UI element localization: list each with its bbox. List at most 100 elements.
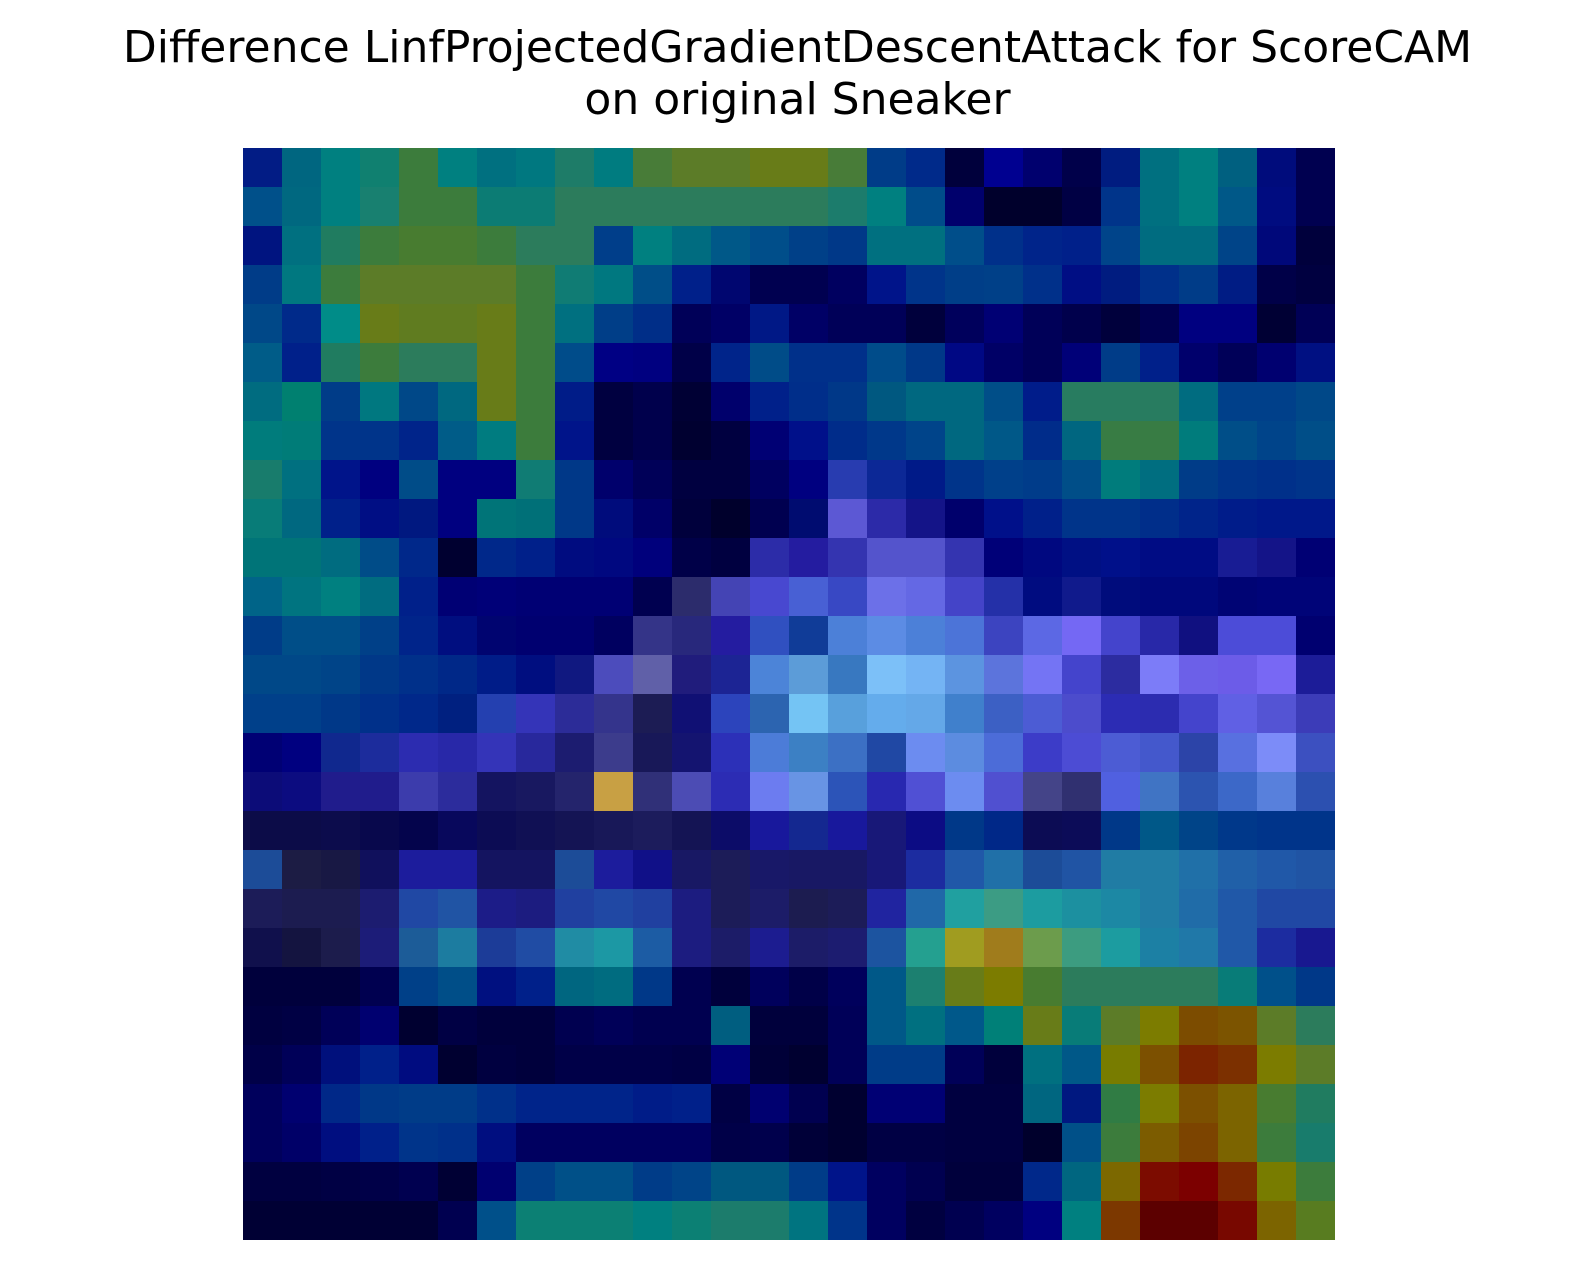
heatmap-cell	[711, 460, 751, 500]
heatmap-cell	[594, 850, 634, 890]
heatmap-cell	[243, 304, 283, 344]
heatmap-cell	[1179, 1201, 1219, 1240]
heatmap-cell	[1179, 538, 1219, 578]
heatmap-cell	[1140, 421, 1180, 461]
heatmap-cell	[633, 811, 673, 851]
heatmap-cell	[1062, 460, 1102, 500]
heatmap-cell	[672, 616, 712, 656]
heatmap-cell	[789, 187, 829, 227]
heatmap-cell	[321, 1162, 361, 1202]
heatmap-cell	[477, 889, 517, 929]
heatmap-cell	[1296, 1123, 1335, 1163]
heatmap-cell	[1218, 928, 1258, 968]
heatmap-cell	[516, 1123, 556, 1163]
heatmap-cell	[282, 538, 322, 578]
heatmap-cell	[399, 1084, 439, 1124]
heatmap-cell	[399, 460, 439, 500]
heatmap-cell	[243, 928, 283, 968]
heatmap-cell	[633, 1084, 673, 1124]
heatmap-cell	[477, 499, 517, 539]
heatmap-cell	[477, 1162, 517, 1202]
heatmap-cell	[399, 382, 439, 422]
heatmap-cell	[633, 226, 673, 266]
heatmap-cell	[1140, 1084, 1180, 1124]
heatmap-cell	[828, 811, 868, 851]
heatmap-cell	[1179, 1162, 1219, 1202]
heatmap-cell	[1101, 421, 1141, 461]
heatmap-cell	[1257, 928, 1297, 968]
heatmap-cell	[1296, 889, 1335, 929]
heatmap-cell	[672, 148, 712, 188]
heatmap-cell	[360, 772, 400, 812]
heatmap-cell	[321, 499, 361, 539]
heatmap-cell	[867, 694, 907, 734]
heatmap-cell	[1101, 1162, 1141, 1202]
heatmap-cell	[750, 733, 790, 773]
heatmap-cell	[1062, 226, 1102, 266]
heatmap-cell	[594, 1123, 634, 1163]
heatmap-cell	[555, 148, 595, 188]
heatmap-cell	[516, 421, 556, 461]
heatmap-cell	[1140, 1162, 1180, 1202]
heatmap-cell	[594, 733, 634, 773]
heatmap-cell	[1218, 382, 1258, 422]
heatmap-cell	[1101, 889, 1141, 929]
heatmap-cell	[282, 460, 322, 500]
heatmap-cell	[1101, 694, 1141, 734]
heatmap-cell	[399, 1162, 439, 1202]
heatmap-cell	[555, 1123, 595, 1163]
heatmap-cell	[555, 538, 595, 578]
heatmap-cell	[750, 499, 790, 539]
heatmap-cell	[711, 1201, 751, 1240]
heatmap-cell	[711, 226, 751, 266]
heatmap-cell	[555, 889, 595, 929]
heatmap-cell	[867, 304, 907, 344]
heatmap-cell	[750, 343, 790, 383]
heatmap-cell	[750, 265, 790, 305]
heatmap-cell	[1296, 148, 1335, 188]
heatmap-cell	[1023, 1084, 1063, 1124]
heatmap-cell	[477, 538, 517, 578]
heatmap-cell	[1140, 343, 1180, 383]
heatmap-cell	[321, 889, 361, 929]
heatmap-cell	[867, 226, 907, 266]
heatmap-cell	[945, 1006, 985, 1046]
heatmap-cell	[672, 967, 712, 1007]
heatmap-cell	[906, 1045, 946, 1085]
heatmap-cell	[477, 343, 517, 383]
heatmap-cell	[1179, 1006, 1219, 1046]
heatmap-cell	[867, 772, 907, 812]
heatmap-cell	[1023, 148, 1063, 188]
heatmap-cell	[555, 733, 595, 773]
heatmap-cell	[984, 577, 1024, 617]
heatmap-cell	[672, 928, 712, 968]
heatmap-cell	[750, 187, 790, 227]
heatmap-cell	[360, 538, 400, 578]
heatmap-cell	[399, 538, 439, 578]
heatmap-cell	[1296, 460, 1335, 500]
heatmap-cell	[1101, 538, 1141, 578]
heatmap-cell	[1062, 655, 1102, 695]
heatmap-cell	[360, 850, 400, 890]
heatmap-cell	[633, 265, 673, 305]
heatmap-cell	[906, 967, 946, 1007]
heatmap-cell	[399, 577, 439, 617]
heatmap-cell	[1296, 616, 1335, 656]
heatmap-cell	[1179, 421, 1219, 461]
heatmap-cell	[633, 499, 673, 539]
heatmap-cell	[1101, 928, 1141, 968]
heatmap-cell	[672, 382, 712, 422]
heatmap-cell	[360, 1123, 400, 1163]
heatmap-cell	[360, 811, 400, 851]
heatmap-cell	[633, 343, 673, 383]
heatmap-cell	[555, 928, 595, 968]
heatmap-cell	[1296, 967, 1335, 1007]
heatmap-cell	[672, 1084, 712, 1124]
heatmap-cell	[594, 1162, 634, 1202]
heatmap-cell	[633, 772, 673, 812]
heatmap-cell	[1218, 655, 1258, 695]
heatmap-cell	[984, 499, 1024, 539]
heatmap-cell	[672, 1201, 712, 1240]
heatmap-cell	[555, 811, 595, 851]
heatmap-cell	[243, 499, 283, 539]
